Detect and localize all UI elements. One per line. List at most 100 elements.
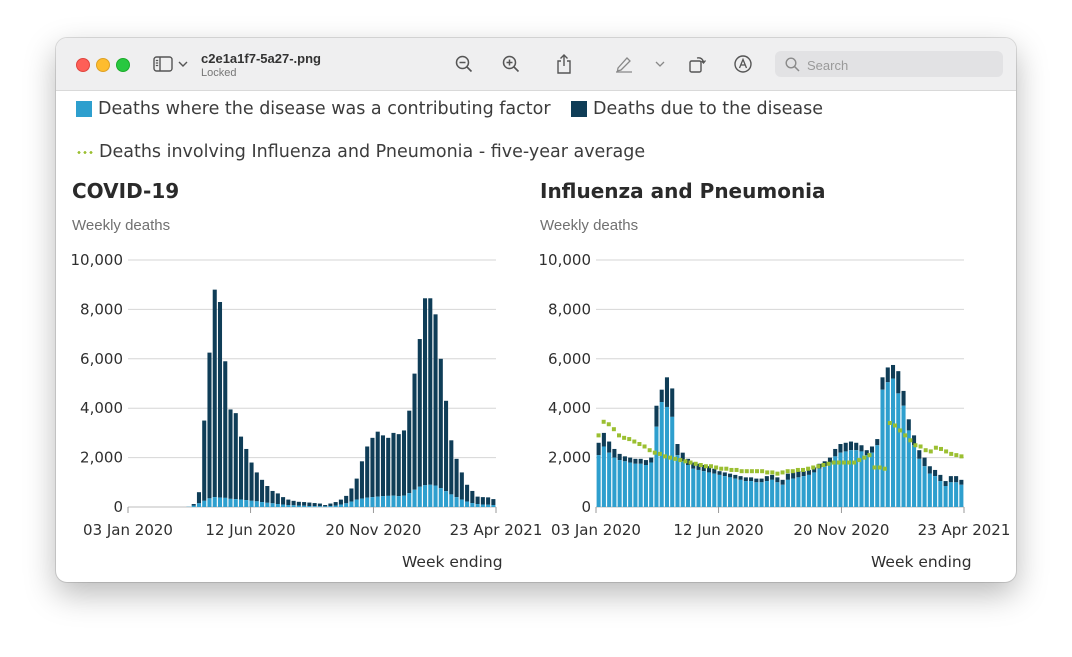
covid-bar-contributing: [333, 505, 338, 507]
influenza-five-year-average-point: [959, 454, 964, 459]
influenza-bar-due-to: [912, 435, 917, 446]
search-input[interactable]: [805, 54, 999, 76]
influenza-five-year-average-point: [755, 469, 759, 474]
influenza-ytick-label: 6,000: [548, 350, 591, 368]
covid-bar-contributing: [270, 503, 275, 507]
covid-bar-contributing: [359, 498, 364, 507]
influenza-bar-due-to: [738, 476, 743, 480]
covid-bar-contributing: [249, 500, 254, 507]
covid-ytick-label: 10,000: [71, 251, 124, 269]
zoom-window-button[interactable]: [116, 58, 130, 72]
influenza-bar-due-to: [649, 457, 654, 463]
influenza-bar-due-to: [759, 478, 764, 483]
covid-bar-contributing: [380, 496, 385, 507]
covid-bar-due-to: [239, 436, 244, 500]
search-field[interactable]: [775, 51, 1003, 77]
influenza-five-year-average-point: [683, 459, 688, 464]
influenza-bar-due-to: [659, 389, 664, 403]
covid-bar-contributing: [338, 504, 343, 507]
influenza-five-year-average-point: [826, 461, 831, 466]
minimize-window-button[interactable]: [96, 58, 110, 72]
legend-item-due-to: Deaths due to the disease: [571, 99, 823, 119]
influenza-bar-contributing: [722, 476, 727, 507]
influenza-bar-contributing: [880, 389, 885, 507]
influenza-five-year-average-point: [877, 465, 882, 470]
influenza-bar-contributing: [759, 482, 764, 507]
zoom-out-icon[interactable]: [453, 52, 475, 76]
covid-bar-contributing: [407, 493, 412, 507]
covid-bar-contributing: [212, 497, 217, 507]
covid-bar-due-to: [486, 497, 491, 505]
chevron-down-icon[interactable]: [177, 52, 189, 76]
covid-bar-contributing: [217, 497, 223, 507]
covid-bar-contributing: [307, 506, 312, 507]
influenza-bar-due-to: [880, 377, 885, 390]
influenza-five-year-average-point: [775, 471, 780, 476]
influenza-bar-due-to: [638, 458, 643, 464]
annotate-icon[interactable]: [732, 52, 754, 76]
influenza-five-year-average-point: [852, 460, 857, 465]
covid-bar-due-to: [265, 486, 270, 503]
rotate-icon[interactable]: [686, 52, 708, 76]
influenza-bar-due-to: [754, 478, 759, 483]
covid-bar-contributing: [286, 505, 291, 507]
legend-label-contributing: Deaths where the disease was a contribut…: [98, 99, 551, 119]
markup-pen-icon[interactable]: [613, 52, 635, 76]
covid-bar-contributing: [412, 489, 417, 507]
influenza-five-year-average-point: [770, 470, 775, 475]
influenza-bar-contributing: [785, 479, 790, 507]
influenza-bar-contributing: [906, 430, 911, 507]
influenza-bar-due-to: [896, 371, 901, 394]
influenza-bar-contributing: [622, 461, 627, 507]
influenza-five-year-average-point: [611, 427, 616, 432]
influenza-bar-contributing: [817, 468, 822, 507]
close-window-button[interactable]: [76, 58, 90, 72]
covid-bar-due-to: [307, 502, 312, 507]
covid-bar-due-to: [275, 493, 280, 505]
influenza-five-year-average-point: [836, 460, 841, 465]
covid-bar-due-to: [386, 437, 391, 496]
influenza-bar-contributing: [638, 463, 643, 507]
influenza-bar-due-to: [696, 463, 701, 470]
markup-chevron-icon[interactable]: [654, 52, 666, 76]
covid-bar-due-to: [291, 500, 296, 506]
influenza-bar-due-to: [612, 448, 617, 458]
chart-ylabel-influenza: Weekly deaths: [540, 217, 639, 234]
influenza-five-year-average-point: [898, 428, 903, 433]
covid-bar-due-to: [260, 479, 265, 503]
influenza-bar-contributing: [843, 451, 848, 507]
influenza-bar-due-to: [707, 466, 712, 473]
influenza-bar-due-to: [959, 479, 964, 485]
covid-bar-due-to: [244, 448, 249, 501]
influenza-bar-due-to: [833, 448, 838, 457]
covid-bar-due-to: [349, 488, 354, 502]
influenza-bar-contributing: [922, 466, 927, 507]
influenza-five-year-average-point: [882, 466, 887, 471]
influenza-five-year-average-point: [714, 465, 719, 470]
covid-bar-due-to: [286, 499, 291, 506]
covid-bar-contributing: [354, 499, 359, 507]
zoom-in-icon[interactable]: [500, 52, 522, 76]
covid-bar-due-to: [438, 358, 443, 489]
covid-xtick-label: 20 Nov 2020: [325, 521, 421, 539]
influenza-bar-contributing: [701, 471, 706, 507]
influenza-five-year-average-point: [617, 433, 621, 438]
covid-bar-due-to: [454, 458, 459, 498]
influenza-bar-contributing: [891, 378, 896, 507]
covid-bar-due-to: [270, 490, 275, 504]
influenza-bar-contributing: [806, 474, 811, 507]
influenza-bar-contributing: [859, 451, 864, 507]
influenza-bar-due-to: [796, 471, 801, 478]
covid-bar-contributing: [375, 496, 380, 507]
covid-bar-due-to: [191, 504, 196, 506]
covid-bar-contributing: [312, 506, 317, 507]
influenza-bar-due-to: [869, 446, 875, 453]
influenza-bar-due-to: [848, 441, 853, 451]
influenza-five-year-average-point: [709, 464, 713, 469]
covid-bar-contributing: [433, 485, 438, 507]
share-icon[interactable]: [554, 52, 574, 76]
sidebar-icon[interactable]: [152, 52, 174, 76]
influenza-bar-due-to: [943, 481, 948, 487]
influenza-bar-due-to: [785, 473, 790, 480]
influenza-bar-due-to: [954, 476, 959, 483]
